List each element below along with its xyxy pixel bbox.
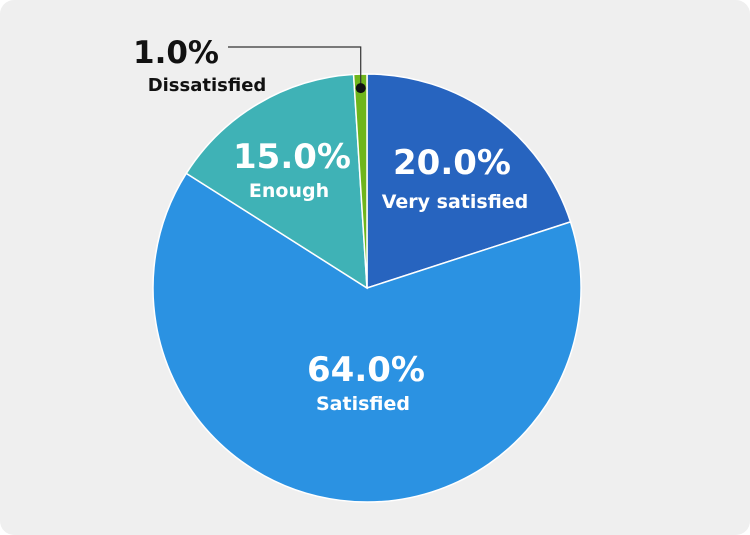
value-label-very-satisfied: 20.0% (393, 143, 511, 183)
pie-labels: 20.0% Very satisfied 64.0% Satisfied 15.0% En… (133, 35, 528, 415)
pie-slice-enough (185, 73, 368, 290)
value-label-dissatisfied: 1.0% (133, 35, 219, 71)
value-label-satisfied: 64.0% (307, 350, 425, 390)
category-label-satisfied: Satisfied (316, 393, 410, 415)
category-label-very-satisfied: Very satisfied (382, 191, 529, 213)
callout-dot (355, 83, 366, 94)
category-label-enough: Enough (249, 180, 329, 202)
pie-slices (152, 73, 582, 503)
pie-slice-satisfied (152, 172, 582, 503)
pie-slice-very-satisfied (366, 73, 572, 290)
callout-line (228, 46, 362, 89)
value-label-enough: 15.0% (233, 137, 351, 177)
callout-group (228, 46, 366, 94)
category-label-dissatisfied: Dissatisfied (148, 75, 267, 96)
